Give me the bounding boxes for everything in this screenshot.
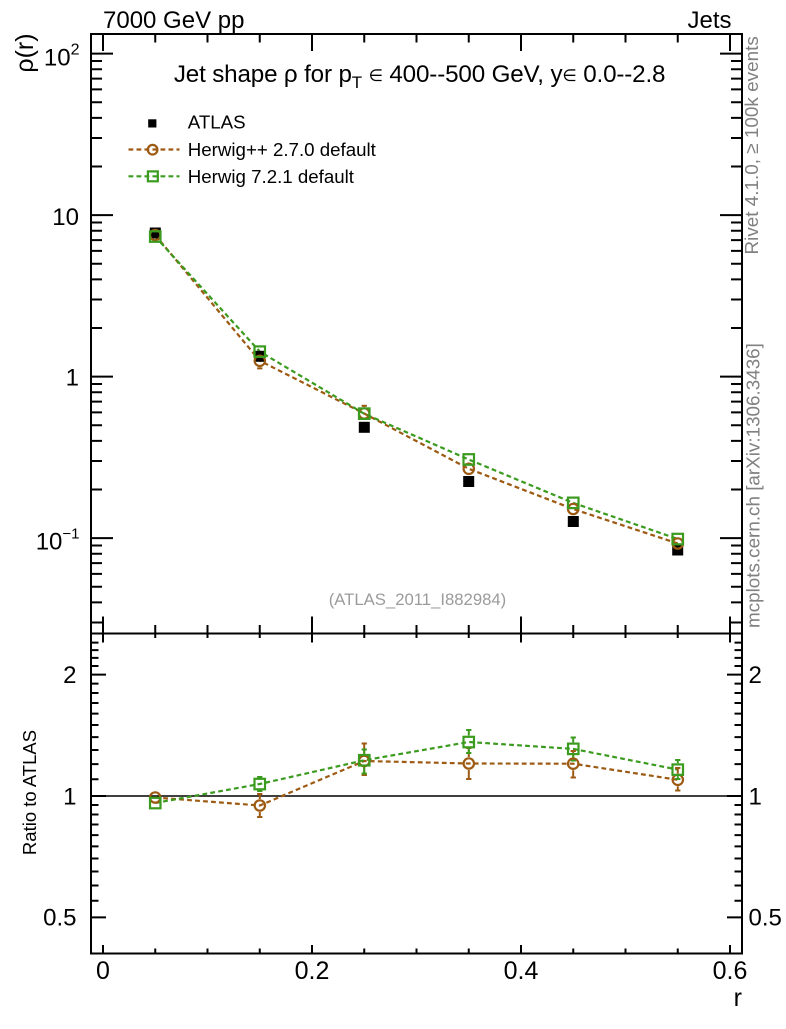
svg-text:0.4: 0.4 <box>504 957 539 985</box>
svg-text:mcplots.cern.ch [arXiv:1306.34: mcplots.cern.ch [arXiv:1306.3436] <box>743 343 764 628</box>
svg-text:10−1: 10−1 <box>36 526 80 556</box>
svg-text:ρ(r): ρ(r) <box>11 33 39 72</box>
svg-text:7000 GeV pp: 7000 GeV pp <box>103 7 244 34</box>
svg-text:Herwig 7.2.1 default: Herwig 7.2.1 default <box>188 166 355 187</box>
svg-text:0.5: 0.5 <box>43 905 76 932</box>
svg-text:(ATLAS_2011_I882984): (ATLAS_2011_I882984) <box>329 590 507 609</box>
svg-text:0.5: 0.5 <box>749 905 782 932</box>
svg-text:0.2: 0.2 <box>295 957 330 985</box>
svg-text:0.6: 0.6 <box>713 957 748 985</box>
svg-text:Herwig++ 2.7.0 default: Herwig++ 2.7.0 default <box>188 139 377 160</box>
svg-text:Jet shape ρ for pT ∈ 400--500: Jet shape ρ for pT ∈ 400--500 GeV, y∈ 0.… <box>174 61 666 92</box>
svg-text:r: r <box>734 984 742 1012</box>
svg-text:Ratio to ATLAS: Ratio to ATLAS <box>19 730 40 855</box>
svg-text:ATLAS: ATLAS <box>188 112 246 133</box>
svg-text:102: 102 <box>44 42 80 72</box>
svg-text:2: 2 <box>749 662 762 689</box>
svg-text:1: 1 <box>749 784 762 811</box>
svg-text:Rivet 4.1.0, ≥ 100k events: Rivet 4.1.0, ≥ 100k events <box>742 36 763 254</box>
svg-text:1: 1 <box>63 784 76 811</box>
svg-text:Jets: Jets <box>687 7 731 34</box>
svg-text:10: 10 <box>52 204 79 231</box>
svg-text:1: 1 <box>66 364 79 391</box>
svg-text:2: 2 <box>63 662 76 689</box>
svg-text:0: 0 <box>96 957 110 985</box>
